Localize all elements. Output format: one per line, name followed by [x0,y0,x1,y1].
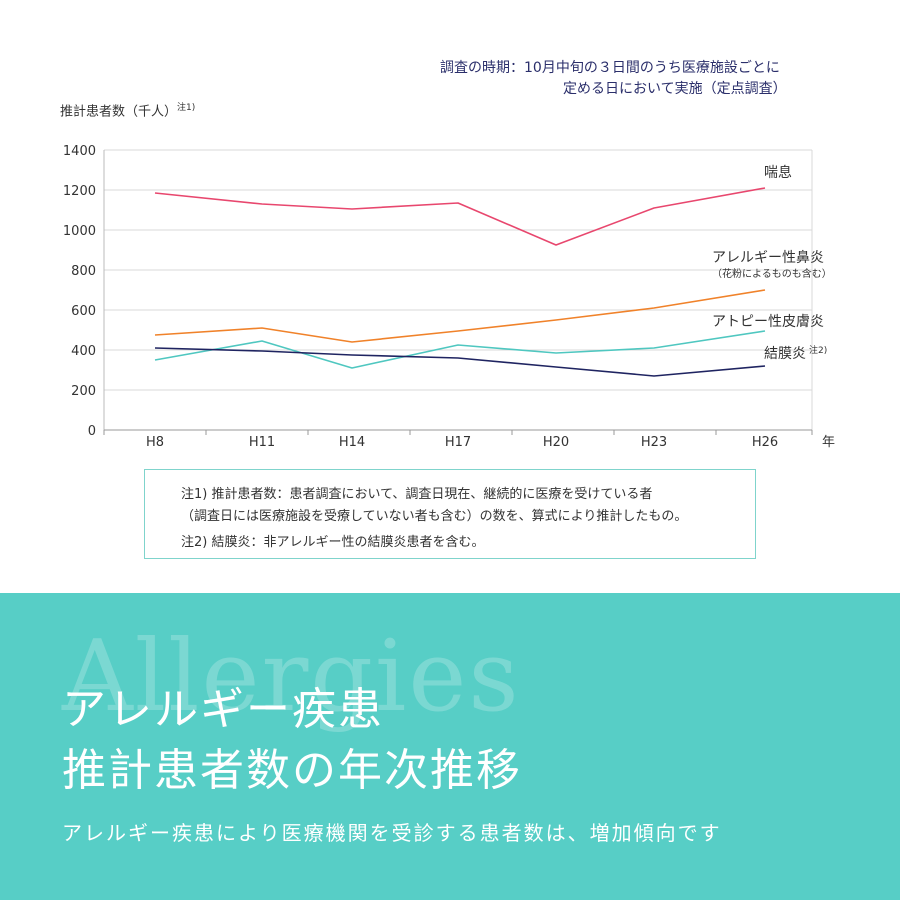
series-label: アレルギー性鼻炎 [712,249,824,266]
survey-note-line2: 定める日において実施（定点調査） [563,81,787,97]
banner-title-line1: アレルギー疾患 [62,684,384,735]
series-line [154,187,766,246]
footnote-box: 注1) 推計患者数：患者調査において、調査日現在、継続的に医療を受けている者 （… [144,469,756,559]
title-banner [0,593,900,900]
x-axis-unit-label: 年 [822,435,835,450]
y-tick-label: 600 [71,304,96,319]
series-line [154,330,766,369]
series-label: 喘息 [764,164,792,181]
y-tick-label: 1400 [63,144,96,159]
y-tick-label: 1200 [63,184,96,199]
banner-title-line2: 推計患者数の年次推移 [62,745,522,796]
x-tick-label: H23 [641,435,667,450]
footnote-1b: （調査日には医療施設を受療していない者も含む）の数を、算式により推計したもの。 [181,509,688,524]
banner-subtitle: アレルギー疾患により医療機関を受診する患者数は、増加傾向です [62,821,722,845]
survey-note-line1: 調査の時期：10月中旬の３日間のうち医療施設ごとに [440,60,780,76]
series-sublabel: （花粉によるものも含む） [712,267,832,280]
survey-period-note: 調査の時期：10月中旬の３日間のうち医療施設ごとに 定める日において実施（定点調… [440,58,860,100]
x-tick-label: H17 [445,435,471,450]
y-tick-label: 1000 [63,224,96,239]
x-tick-label: H11 [249,435,275,450]
y-axis-label: 推計患者数（千人）注1) [60,100,195,119]
series-line [154,347,766,377]
y-tick-label: 800 [71,264,96,279]
line-chart: 0 200 400 600 800 1000 1200 1400 H8 H11 H14 H17 H20 H… [63,144,835,450]
series-label-note: 注2) [809,344,827,356]
y-tick-label: 0 [88,424,96,439]
y-axis-label-note: 注1) [177,103,196,113]
y-tick-label: 200 [71,384,96,399]
x-tick-label: H20 [543,435,569,450]
x-tick-label: H26 [752,435,778,450]
y-tick-label: 400 [71,344,96,359]
background-watermark-word: Allergies [62,620,521,734]
x-tick-label: H14 [339,435,365,450]
series-line [154,289,766,343]
footnote-2: 注2) 結膜炎：非アレルギー性の結膜炎患者を含む。 [181,535,485,550]
footnote-1a: 注1) 推計患者数：患者調査において、調査日現在、継続的に医療を受けている者 [181,487,653,502]
x-tick-label: H8 [146,435,164,450]
series-label: 結膜炎 注2) [764,344,827,362]
y-axis-label-text: 推計患者数（千人） [60,104,178,120]
series-label: アトピー性皮膚炎 [712,314,824,330]
